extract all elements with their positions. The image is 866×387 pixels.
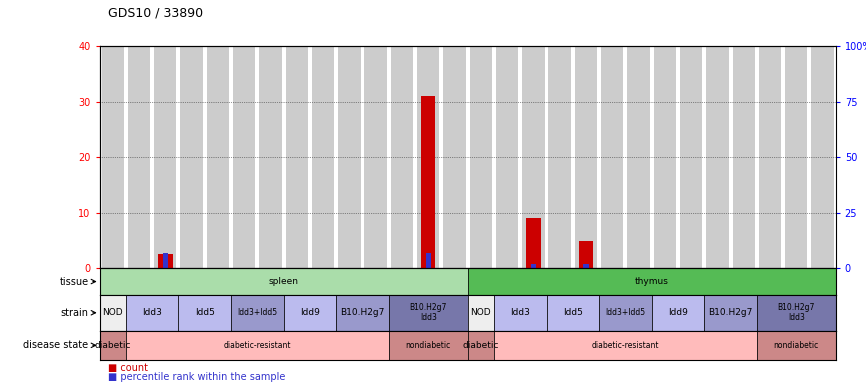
Text: strain: strain [61,308,88,318]
Text: NOD: NOD [470,308,491,317]
Text: spleen: spleen [268,277,299,286]
Bar [546,295,599,331]
Bar [421,96,436,268]
Bar [680,46,702,268]
Bar [259,46,281,268]
Bar [654,46,676,268]
Bar [207,46,229,268]
Bar [578,241,593,268]
Bar [468,268,836,295]
Bar [811,46,834,268]
Bar [101,46,124,268]
Text: tissue: tissue [60,277,88,286]
Text: Idd5: Idd5 [195,308,215,317]
Text: nondiabetic: nondiabetic [405,341,451,350]
Text: Idd5: Idd5 [563,308,583,317]
Bar [527,218,540,268]
Text: GDS10 / 33890: GDS10 / 33890 [108,6,204,19]
Bar [284,295,336,331]
Bar [158,255,172,268]
Bar [391,46,413,268]
Bar [494,295,546,331]
Bar [100,268,468,295]
Bar [522,46,545,268]
Bar [231,295,284,331]
Text: ■ count: ■ count [108,363,148,373]
Bar [365,46,387,268]
Bar [100,331,126,360]
Text: diabetic: diabetic [462,341,499,350]
Bar [733,46,755,268]
Text: NOD: NOD [102,308,123,317]
Bar [163,253,168,268]
Bar [759,46,781,268]
Bar [468,331,494,360]
Bar [286,46,308,268]
Bar [531,264,536,268]
Bar [417,46,439,268]
Bar [126,295,178,331]
Bar [100,295,126,331]
Bar [128,46,150,268]
Bar [575,46,598,268]
Bar [496,46,518,268]
Text: Idd9: Idd9 [668,308,688,317]
Text: nondiabetic: nondiabetic [773,341,819,350]
Bar [233,46,255,268]
Bar [584,264,589,268]
Bar [468,295,494,331]
Bar [336,295,389,331]
Bar [757,295,836,331]
Bar [338,46,360,268]
Text: diabetic-resistant: diabetic-resistant [223,341,291,350]
Bar [651,295,704,331]
Text: ■ percentile rank within the sample: ■ percentile rank within the sample [108,372,286,382]
Text: B10.H2g7: B10.H2g7 [340,308,385,317]
Bar [312,46,334,268]
Text: diabetic: diabetic [94,341,131,350]
Bar [178,295,231,331]
Bar [494,331,757,360]
Text: Idd3+Idd5: Idd3+Idd5 [605,308,645,317]
Bar [548,46,571,268]
Text: diabetic-resistant: diabetic-resistant [591,341,659,350]
Text: Idd3: Idd3 [510,308,530,317]
Bar [389,295,468,331]
Bar [154,46,177,268]
Bar [469,46,492,268]
Bar [757,331,836,360]
Text: B10.H2g7
Idd3: B10.H2g7 Idd3 [778,303,815,322]
Bar [785,46,807,268]
Bar [425,253,430,268]
Text: B10.H2g7: B10.H2g7 [708,308,753,317]
Text: Idd3+Idd5: Idd3+Idd5 [237,308,277,317]
Bar [704,295,757,331]
Bar [706,46,728,268]
Text: Idd3: Idd3 [142,308,162,317]
Bar [627,46,650,268]
Text: disease state: disease state [23,340,88,350]
Bar [126,331,389,360]
Bar [443,46,466,268]
Text: thymus: thymus [635,277,669,286]
Bar [180,46,203,268]
Bar [599,295,651,331]
Bar [389,331,468,360]
Bar [601,46,624,268]
Text: B10.H2g7
Idd3: B10.H2g7 Idd3 [410,303,447,322]
Text: Idd9: Idd9 [300,308,320,317]
